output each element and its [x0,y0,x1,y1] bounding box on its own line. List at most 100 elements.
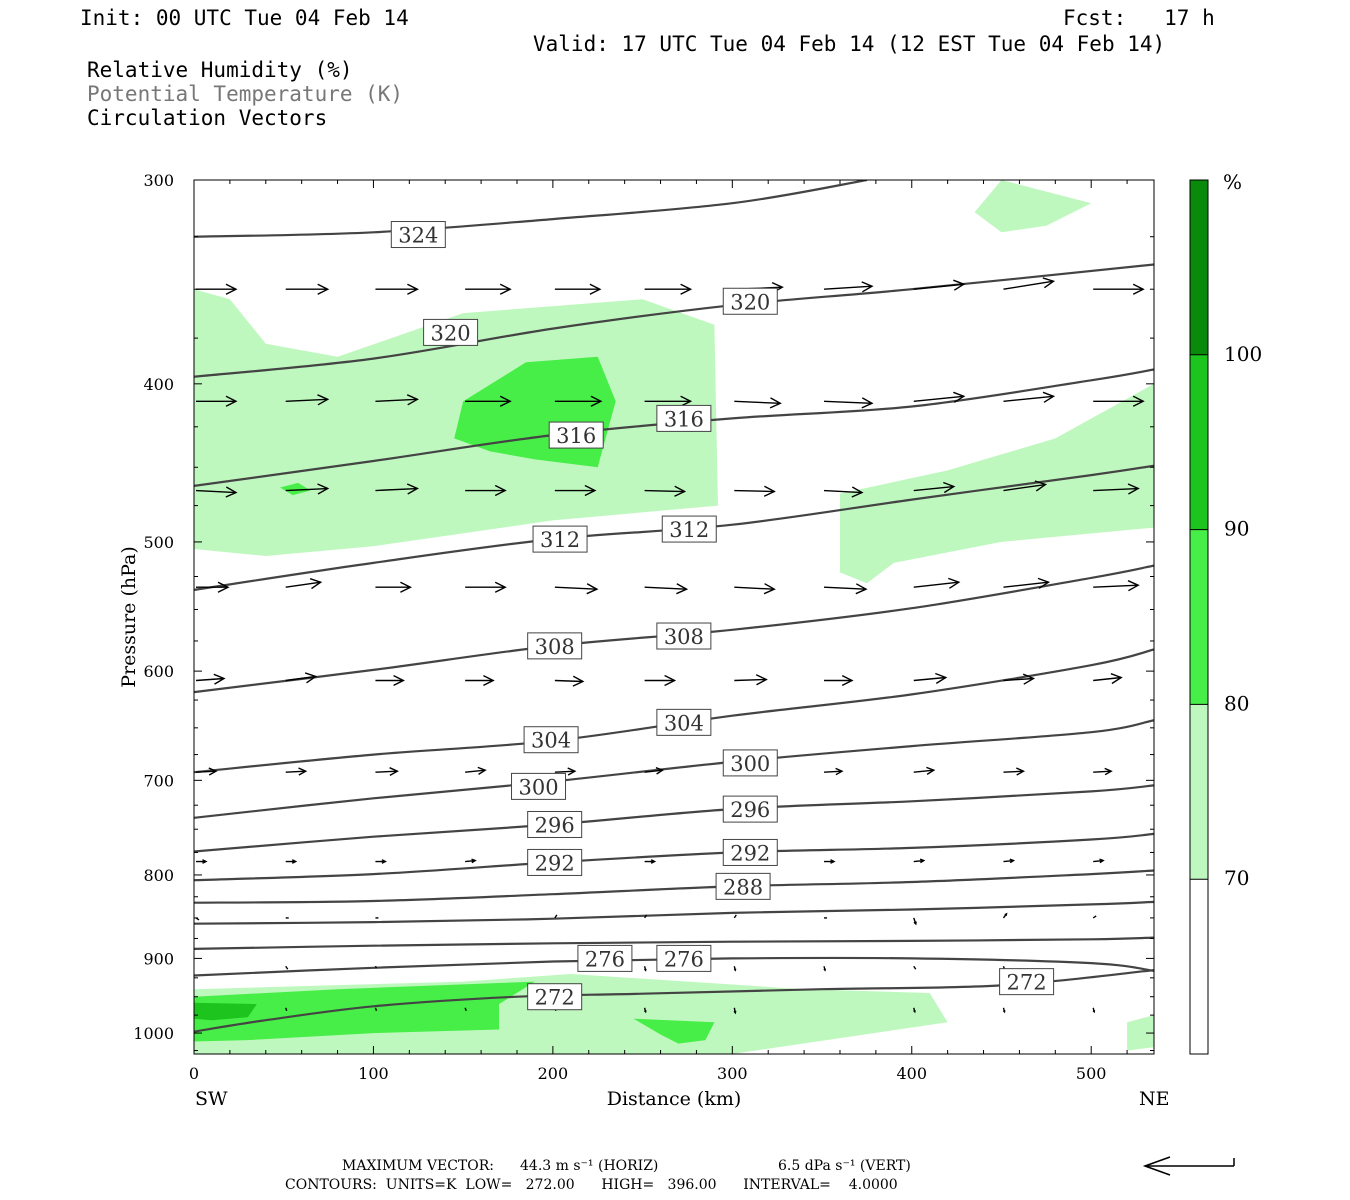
rh-region-70 [974,180,1092,233]
vector-shaft [1003,395,1054,403]
theta-label-box [527,848,583,876]
circulation-vector [644,859,657,864]
circulation-vector [196,859,208,864]
y-tick-label: 900 [143,949,174,968]
vector-head [291,859,298,864]
vector-shaft [375,770,398,773]
theta-label-320: 320 [722,287,778,315]
vector-shaft [1093,770,1112,773]
legend-relative-humidity: Relative Humidity (%) [87,58,353,82]
circulation-vector [824,583,868,595]
colorbar-unit: % [1223,170,1242,194]
vector-head [1132,395,1145,407]
vector-shaft [1003,859,1014,863]
vector-head [861,281,874,293]
circulation-vector [644,283,693,295]
vector-head [855,583,868,595]
theta-label-320: 320 [423,318,479,346]
circulation-vector [913,481,956,494]
vector-head [664,674,677,687]
vector-shaft [644,914,648,919]
theta-label-316: 316 [548,421,604,449]
max-vector-vertical: 6.5 dPa s⁻¹ (VERT) [778,1158,911,1174]
vector-head [298,767,308,776]
circulation-vector [734,397,782,409]
rh-region-90 [194,1002,257,1021]
circulation-vector [913,858,926,864]
theta-label-box [527,983,583,1011]
vector-shaft [824,400,873,405]
vector-head [1099,858,1105,864]
circulation-vector [734,485,776,497]
vector-shaft [554,770,575,773]
vector-shaft [375,398,418,403]
forecast-hour: Fcst: 17 h [1063,6,1215,30]
theta-label-text: 272 [1007,971,1047,995]
circulation-vector [1093,395,1145,407]
circulation-vector [285,394,330,406]
vector-shaft [823,285,873,290]
max-vector-horizontal: 44.3 m s⁻¹ (HORIZ) [520,1158,659,1174]
vector-head [494,484,507,497]
vector-head [953,391,966,403]
theta-label-text: 272 [535,986,575,1010]
vector-shaft [554,586,597,590]
vector-head [830,859,836,864]
theta-label-box [722,287,778,315]
vector-head [225,395,238,407]
vector-shaft [1003,280,1054,290]
circulation-vector [1093,283,1145,295]
colorbar: 100 90 80 70 [1189,179,1262,1055]
vector-shaft [644,489,685,493]
x-axis-label: Distance (km) [607,1088,742,1110]
theta-label-308: 308 [656,622,712,650]
vector-shaft [1093,676,1122,682]
theta-contour-layer [194,180,1154,1033]
y-tick-label: 800 [143,866,174,885]
theta-label-box [423,318,479,346]
theta-contour-272 [194,969,1154,1033]
theta-label-288: 288 [715,872,771,900]
vector-head [1022,673,1036,685]
y-tick-label: 600 [143,662,174,681]
valid-time: Valid: 17 UTC Tue 04 Feb 14 (12 EST Tue … [533,32,1166,56]
vector-head [381,859,387,864]
theta-label-272: 272 [527,983,583,1011]
vector-shaft [1003,483,1046,492]
vector-shaft [644,769,663,773]
theta-contour-296 [194,784,1154,853]
vector-head [317,283,330,295]
circulation-vector [465,484,507,497]
vector-head [674,485,687,497]
circulation-vector [643,966,647,972]
circulation-vector [913,917,917,926]
theta-label-box [548,421,604,449]
theta-label-304: 304 [656,708,712,736]
circulation-vector [913,279,966,291]
theta-label-292: 292 [722,838,778,866]
circulation-vector [285,283,330,295]
circulation-vector [375,581,412,593]
y-tick-label: 400 [143,375,174,394]
theta-label-316: 316 [656,404,712,432]
circulation-vector [464,1007,467,1012]
vector-shaft [285,770,306,773]
vector-head [913,921,917,926]
circulation-vector [733,966,737,972]
circulation-vector [1093,858,1105,864]
vector-head [217,581,230,593]
theta-label-box [523,726,579,754]
theta-contour-284 [194,900,1154,925]
circulation-vector [734,674,768,686]
rh-region-70 [840,383,1154,584]
circulation-vector [823,281,874,293]
circulation-vector [823,966,827,972]
theta-contour-280 [194,936,1154,950]
vector-shaft [1093,584,1139,588]
vector-shaft [913,581,959,588]
circulation-vector [1002,1007,1006,1014]
circulation-vector [195,767,218,776]
rh-region-80 [280,482,311,496]
vector-shaft [195,770,217,773]
vector-head [935,672,948,684]
